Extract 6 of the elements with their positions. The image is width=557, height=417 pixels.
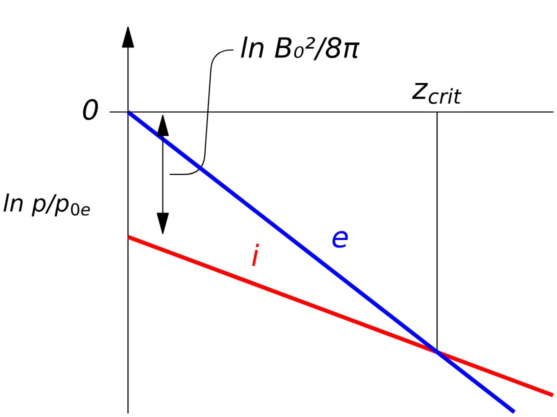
series-label: e <box>332 230 348 248</box>
y-axis-title: ln p/p$_{0e}$ <box>4 194 90 216</box>
series-label: i <box>252 244 260 266</box>
annotation: z$_{crit}$ <box>412 82 462 104</box>
text: 0 <box>83 99 98 120</box>
text: ln B₀²/8π <box>240 36 360 60</box>
